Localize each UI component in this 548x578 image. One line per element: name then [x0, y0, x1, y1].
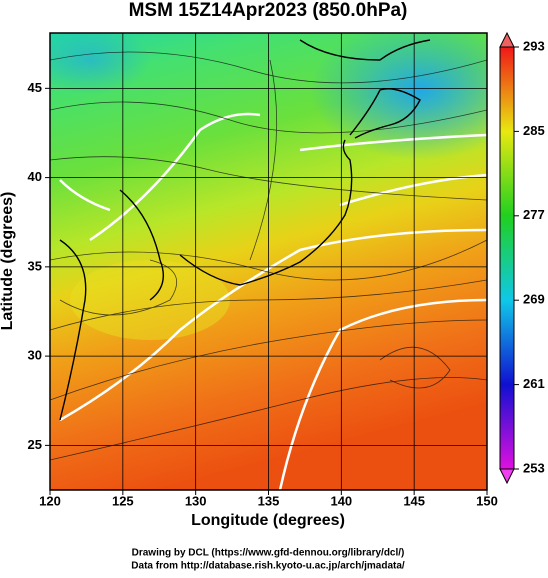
y-tick-label: 45 — [28, 80, 42, 95]
colorbar-tick-label: 269 — [523, 292, 545, 307]
y-axis-label: Latitude (degrees) — [0, 192, 16, 331]
x-tick-label: 135 — [258, 493, 280, 508]
colorbar-max-arrow — [499, 31, 515, 48]
footer-line: Drawing by DCL (https://www.gfd-dennou.o… — [132, 548, 405, 559]
x-tick-label: 150 — [476, 493, 498, 508]
colorbar-tick-label: 253 — [523, 460, 545, 475]
x-tick-label: 120 — [39, 493, 61, 508]
x-tick-label: 130 — [185, 493, 207, 508]
temperature-field — [50, 33, 487, 490]
colorbar-tick-label: 285 — [523, 123, 545, 138]
colorbar-tick-label: 277 — [523, 207, 545, 222]
colorbar-tick-label: 293 — [523, 38, 545, 53]
footer-line: Data from http://database.rish.kyoto-u.a… — [131, 561, 405, 572]
colorbar-tick-label: 261 — [523, 376, 545, 391]
colorbar — [499, 46, 515, 470]
x-tick-label: 145 — [403, 493, 425, 508]
x-axis-label: Longitude (degrees) — [191, 512, 345, 529]
y-tick-label: 40 — [28, 169, 42, 184]
x-tick-label: 125 — [112, 493, 134, 508]
y-tick-label: 30 — [28, 348, 42, 363]
colorbar-min-arrow — [499, 468, 515, 485]
map-title: MSM 15Z14Apr2023 (850.0hPa) — [129, 0, 408, 21]
x-tick-label: 140 — [330, 493, 352, 508]
y-tick-label: 35 — [28, 258, 42, 273]
y-tick-label: 25 — [28, 437, 42, 452]
